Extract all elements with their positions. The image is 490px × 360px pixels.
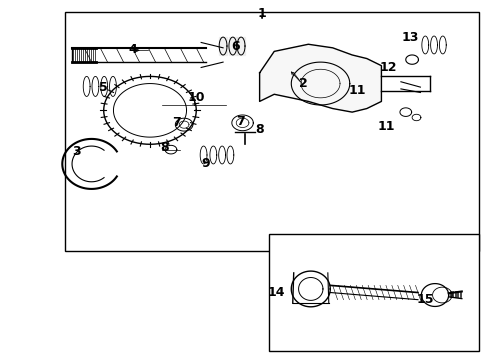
Text: 13: 13 [402, 31, 419, 44]
Text: 3: 3 [73, 145, 81, 158]
Text: 6: 6 [231, 40, 240, 53]
Text: 8: 8 [160, 141, 169, 154]
Text: 2: 2 [299, 77, 308, 90]
Text: 12: 12 [380, 61, 397, 74]
Text: 5: 5 [99, 81, 108, 94]
Polygon shape [260, 44, 381, 112]
Text: 8: 8 [255, 123, 264, 136]
Text: 4: 4 [128, 43, 137, 56]
FancyBboxPatch shape [270, 234, 479, 351]
FancyBboxPatch shape [65, 12, 479, 251]
Text: 11: 11 [377, 120, 395, 133]
Text: 7: 7 [172, 116, 181, 129]
Text: 10: 10 [188, 91, 205, 104]
Text: 1: 1 [258, 8, 267, 21]
Text: 7: 7 [236, 114, 245, 127]
Text: 14: 14 [268, 286, 285, 299]
Text: 15: 15 [416, 293, 434, 306]
Text: 9: 9 [202, 157, 210, 170]
Text: 11: 11 [348, 84, 366, 97]
